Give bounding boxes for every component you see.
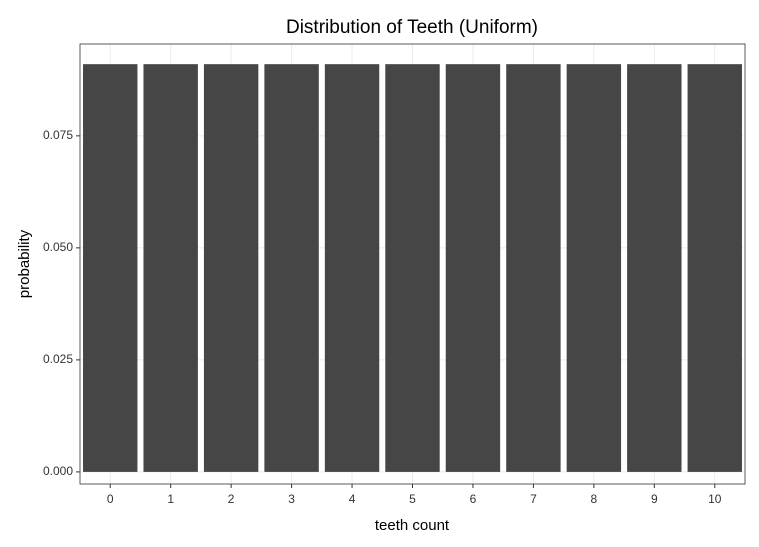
x-tick-label: 2 <box>228 492 235 506</box>
x-tick-label: 10 <box>708 492 722 506</box>
x-tick-label: 4 <box>349 492 356 506</box>
x-tick-label: 9 <box>651 492 658 506</box>
x-tick-label: 6 <box>470 492 477 506</box>
y-tick-label: 0.075 <box>43 128 73 142</box>
y-tick-label: 0.025 <box>43 352 73 366</box>
x-tick-label: 1 <box>167 492 174 506</box>
panel-border <box>79 43 746 485</box>
x-tick-label: 7 <box>530 492 537 506</box>
bar <box>143 64 198 472</box>
bar <box>445 64 501 472</box>
bar <box>566 64 622 472</box>
y-axis-title: probability <box>16 229 33 298</box>
x-tick-label: 8 <box>591 492 598 506</box>
bar <box>324 64 380 472</box>
x-tick-label: 5 <box>409 492 416 506</box>
y-tick-label: 0.000 <box>43 464 73 478</box>
x-axis-title: teeth count <box>375 517 450 534</box>
bar <box>627 64 682 472</box>
x-tick-label: 3 <box>288 492 295 506</box>
bar <box>83 64 138 472</box>
bar <box>385 64 440 472</box>
chart-title: Distribution of Teeth (Uniform) <box>286 17 538 38</box>
x-tick-label: 0 <box>107 492 114 506</box>
bar <box>506 64 561 472</box>
bar <box>687 64 742 472</box>
bar <box>264 64 319 472</box>
bar <box>203 64 259 472</box>
y-tick-label: 0.050 <box>43 240 73 254</box>
